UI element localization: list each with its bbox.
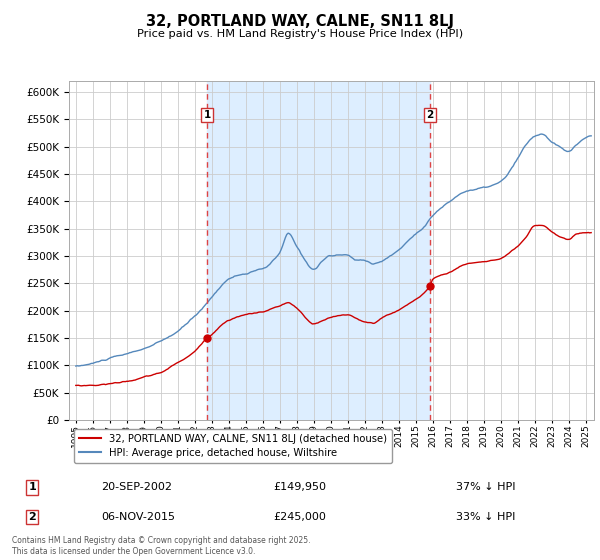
Text: 2: 2 (28, 512, 36, 522)
Text: £245,000: £245,000 (274, 512, 326, 522)
Text: 1: 1 (203, 110, 211, 120)
Legend: 32, PORTLAND WAY, CALNE, SN11 8LJ (detached house), HPI: Average price, detached: 32, PORTLAND WAY, CALNE, SN11 8LJ (detac… (74, 428, 392, 463)
Text: 2: 2 (427, 110, 434, 120)
Text: 32, PORTLAND WAY, CALNE, SN11 8LJ: 32, PORTLAND WAY, CALNE, SN11 8LJ (146, 14, 454, 29)
Text: 37% ↓ HPI: 37% ↓ HPI (455, 482, 515, 492)
Text: Price paid vs. HM Land Registry's House Price Index (HPI): Price paid vs. HM Land Registry's House … (137, 29, 463, 39)
Text: £149,950: £149,950 (274, 482, 326, 492)
Bar (207, 81, 430, 420)
Text: 06-NOV-2015: 06-NOV-2015 (101, 512, 175, 522)
Text: 1: 1 (28, 482, 36, 492)
Text: Contains HM Land Registry data © Crown copyright and database right 2025.
This d: Contains HM Land Registry data © Crown c… (12, 536, 311, 556)
Text: 20-SEP-2002: 20-SEP-2002 (101, 482, 172, 492)
Text: 33% ↓ HPI: 33% ↓ HPI (455, 512, 515, 522)
